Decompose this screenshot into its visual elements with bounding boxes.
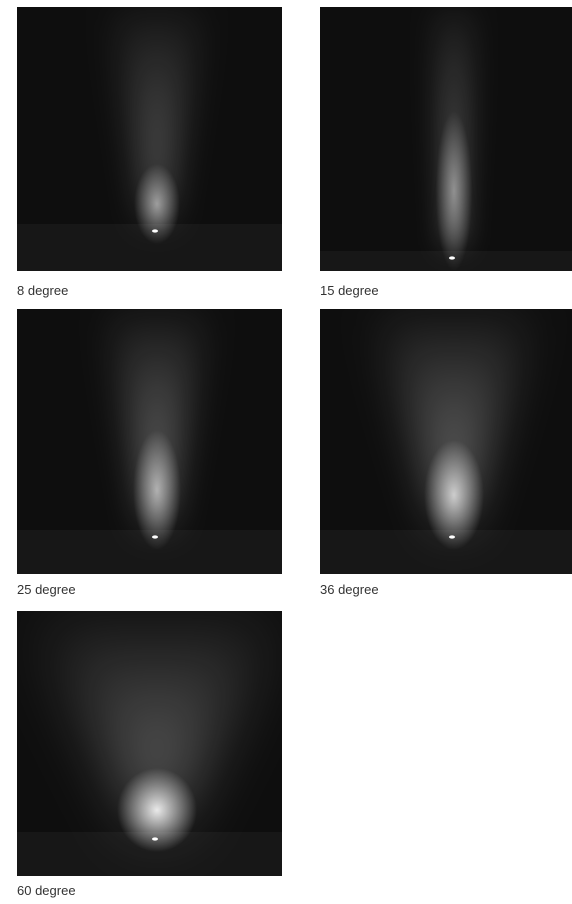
light-beam (112, 7, 202, 218)
glow (117, 768, 197, 852)
beam-image (17, 7, 282, 271)
light-beam (107, 309, 207, 524)
beam-render (320, 7, 572, 271)
beam-image (320, 7, 572, 271)
beam-image (17, 309, 282, 574)
light-beam (27, 611, 282, 826)
beam-render (17, 7, 282, 271)
beam-image (320, 309, 572, 574)
glow (435, 111, 473, 271)
caption: 15 degree (320, 283, 379, 298)
glow (134, 164, 180, 244)
glow (133, 430, 181, 550)
beam-render (17, 309, 282, 574)
caption: 25 degree (17, 582, 76, 597)
beam-render (320, 309, 572, 574)
light-source (449, 535, 455, 539)
caption: 60 degree (17, 883, 76, 898)
light-source (152, 229, 158, 233)
light-beam (374, 309, 534, 524)
caption: 36 degree (320, 582, 379, 597)
glow (424, 440, 484, 550)
beam-image (17, 611, 282, 876)
light-source (152, 837, 158, 841)
light-source (449, 256, 455, 260)
beam-render (17, 611, 282, 876)
caption: 8 degree (17, 283, 69, 298)
light-source (152, 535, 158, 539)
